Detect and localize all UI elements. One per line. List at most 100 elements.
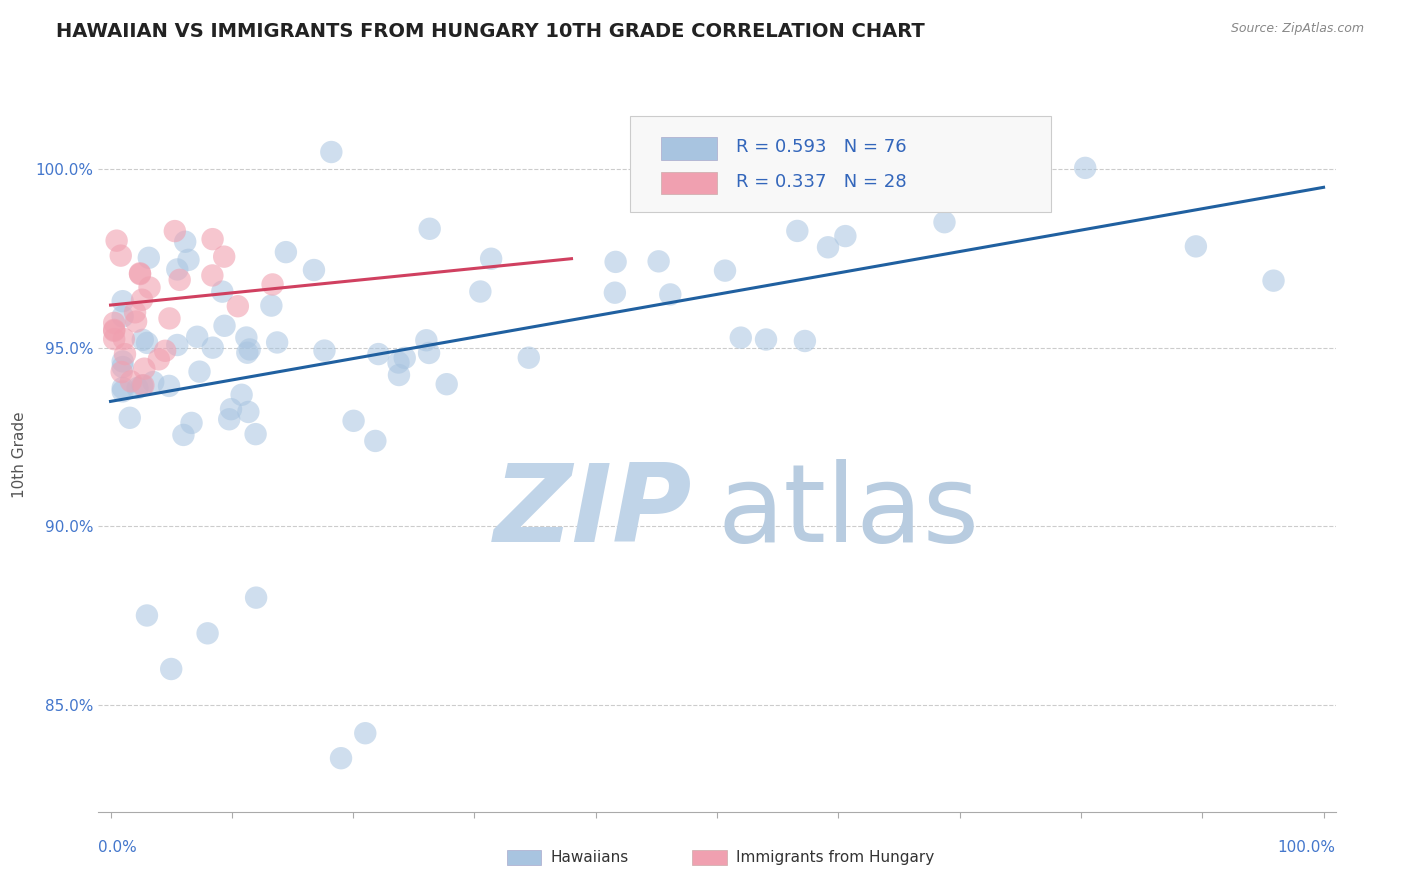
Point xyxy=(470,285,492,299)
Point xyxy=(231,388,253,402)
Point xyxy=(138,251,160,265)
Point xyxy=(364,434,387,448)
Point xyxy=(266,335,288,350)
Point xyxy=(330,751,353,765)
FancyBboxPatch shape xyxy=(630,116,1052,212)
Point xyxy=(129,266,152,280)
Point xyxy=(114,347,136,361)
Point xyxy=(110,249,132,263)
Point xyxy=(415,333,437,347)
Point xyxy=(218,412,240,426)
Point xyxy=(129,267,152,281)
Point xyxy=(214,318,236,333)
Bar xyxy=(506,849,541,865)
Point xyxy=(212,250,235,264)
Point xyxy=(274,245,297,260)
Point xyxy=(138,280,160,294)
Point xyxy=(793,334,815,348)
Point xyxy=(605,255,627,269)
Point xyxy=(342,414,364,428)
Point xyxy=(111,365,134,379)
Text: Source: ZipAtlas.com: Source: ZipAtlas.com xyxy=(1230,22,1364,36)
Text: 0.0%: 0.0% xyxy=(98,840,138,855)
Point xyxy=(127,381,149,395)
Point xyxy=(197,626,219,640)
Point xyxy=(245,591,267,605)
Point xyxy=(111,310,134,324)
Point xyxy=(1263,274,1285,288)
Point xyxy=(226,299,249,313)
Point xyxy=(245,427,267,442)
Text: ZIP: ZIP xyxy=(494,459,692,565)
Point xyxy=(201,268,224,283)
Y-axis label: 10th Grade: 10th Grade xyxy=(13,411,27,499)
Point xyxy=(160,662,183,676)
Point xyxy=(157,379,180,393)
Point xyxy=(174,235,197,249)
Point xyxy=(211,285,233,299)
Point xyxy=(111,359,134,374)
Point xyxy=(134,361,156,376)
Point xyxy=(120,375,142,389)
Point xyxy=(111,384,134,399)
Point xyxy=(172,428,194,442)
Text: R = 0.337   N = 28: R = 0.337 N = 28 xyxy=(735,173,907,191)
Bar xyxy=(661,137,717,161)
Point xyxy=(755,333,778,347)
Point xyxy=(124,305,146,319)
Point xyxy=(180,416,202,430)
Point xyxy=(262,277,284,292)
Point xyxy=(659,287,682,301)
Point xyxy=(302,263,325,277)
Point xyxy=(186,330,208,344)
Point xyxy=(112,332,135,346)
Point xyxy=(235,330,257,344)
Point xyxy=(436,377,458,392)
Text: R = 0.593   N = 76: R = 0.593 N = 76 xyxy=(735,138,907,156)
Text: atlas: atlas xyxy=(717,459,979,565)
Point xyxy=(1185,239,1208,253)
Point xyxy=(103,323,125,337)
Point xyxy=(153,343,176,358)
Point xyxy=(159,311,181,326)
Point xyxy=(388,368,411,382)
Point xyxy=(118,410,141,425)
Point xyxy=(236,345,259,359)
Text: HAWAIIAN VS IMMIGRANTS FROM HUNGARY 10TH GRADE CORRELATION CHART: HAWAIIAN VS IMMIGRANTS FROM HUNGARY 10TH… xyxy=(56,22,925,41)
Point xyxy=(201,232,224,246)
Point xyxy=(177,252,200,267)
Point xyxy=(239,343,262,357)
Point xyxy=(394,351,416,365)
Bar xyxy=(692,849,727,865)
Point xyxy=(188,365,211,379)
Point xyxy=(354,726,377,740)
Point xyxy=(260,299,283,313)
Point xyxy=(111,294,134,309)
Point xyxy=(730,331,752,345)
Point xyxy=(136,608,159,623)
Text: Immigrants from Hungary: Immigrants from Hungary xyxy=(735,850,934,865)
Point xyxy=(148,352,170,367)
Point xyxy=(219,402,242,417)
Point xyxy=(314,343,336,358)
Point xyxy=(111,381,134,395)
Point xyxy=(111,354,134,368)
Point xyxy=(697,184,720,198)
Point xyxy=(418,346,440,360)
Point xyxy=(934,215,956,229)
Point xyxy=(132,378,155,392)
Text: Hawaiians: Hawaiians xyxy=(550,850,628,865)
Point xyxy=(1074,161,1097,175)
Point xyxy=(419,221,441,235)
Point xyxy=(132,333,155,347)
Point xyxy=(105,234,128,248)
Point xyxy=(169,273,191,287)
Point xyxy=(136,335,159,350)
Point xyxy=(367,347,389,361)
Point xyxy=(387,355,409,369)
Point xyxy=(142,375,165,389)
Point xyxy=(603,285,626,300)
Point xyxy=(817,240,839,254)
Point xyxy=(786,224,808,238)
Point xyxy=(103,324,125,338)
